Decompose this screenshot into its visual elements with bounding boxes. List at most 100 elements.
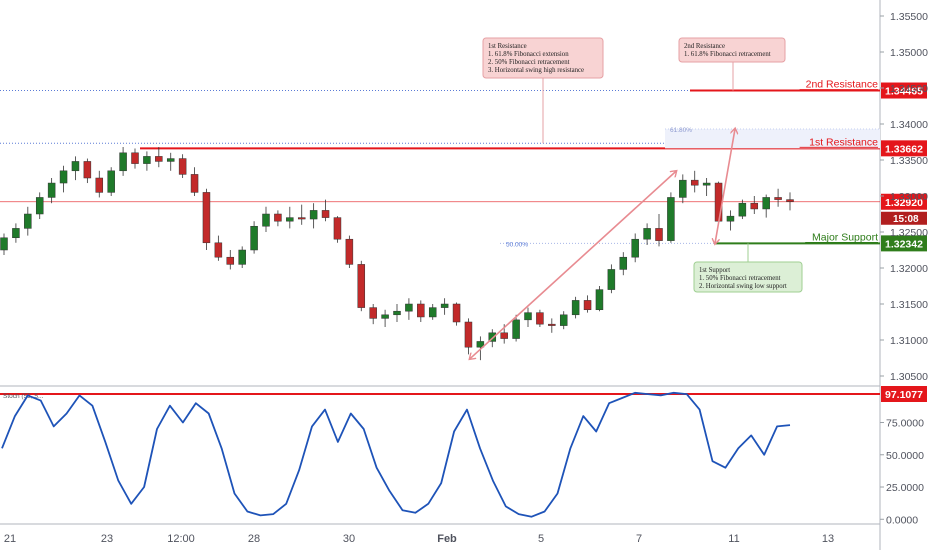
price-tag — [881, 193, 927, 210]
candle-body — [107, 170, 115, 193]
candle-body — [536, 312, 544, 325]
countdown-text: 15:08 — [893, 214, 919, 225]
candle-body — [214, 242, 223, 258]
candle-body — [571, 300, 580, 316]
x-tick-label: 23 — [101, 533, 113, 545]
callout-box — [482, 37, 604, 79]
level-name: Major Support — [812, 231, 878, 243]
candle-body — [155, 156, 163, 162]
candle-body — [226, 256, 235, 265]
y-tick-label: 1.35500 — [890, 11, 928, 23]
candle-body — [178, 158, 187, 175]
y-tick-label: 1.35000 — [890, 47, 928, 59]
y-tick-label: 1.34500 — [890, 83, 928, 95]
fib-label-50: 50.00% — [506, 241, 528, 248]
candle-body — [726, 215, 735, 222]
candle-body — [12, 228, 20, 239]
stochastic-panel: 97.1077 Stoch (55, 5... 75.0000 50.0000 25.0… — [0, 386, 927, 526]
level-name: 2nd Resistance — [806, 79, 879, 91]
x-tick-label: 13 — [822, 533, 834, 545]
candle-body — [750, 202, 759, 210]
candle-body — [274, 213, 282, 222]
callout-line: 1. 61.8% Fibonacci extension — [488, 51, 569, 58]
candle-body — [345, 238, 354, 265]
y-tick-label: 1.31000 — [890, 335, 928, 347]
stoch-name: Stoch (55, 5... — [3, 393, 44, 400]
candle-body — [95, 177, 104, 193]
candle-body — [607, 269, 616, 290]
callout-line: 1. 61.8% Fibonacci retracement — [684, 51, 771, 58]
candle-body — [738, 202, 747, 217]
x-tick-label: 30 — [343, 533, 355, 545]
candle-body — [297, 217, 306, 220]
price-tag-text: 1.32342 — [885, 238, 923, 250]
candle-body — [71, 161, 80, 172]
candle-body — [619, 256, 628, 270]
candle-body — [417, 303, 425, 318]
candle-body — [262, 213, 270, 227]
candle-body — [714, 182, 723, 222]
price-tag — [881, 82, 927, 99]
candle-body — [464, 321, 473, 348]
axes: 1.35500 1.35000 1.34500 1.34000 1.33500 1.330… — [4, 11, 928, 545]
candle-body — [405, 303, 413, 312]
candle-body — [83, 161, 92, 179]
x-tick-label: 7 — [636, 533, 642, 545]
x-tick-label: 5 — [538, 533, 544, 545]
price-tag — [881, 235, 927, 252]
candle-body — [381, 314, 389, 319]
candle-body — [35, 197, 44, 215]
candle-body — [250, 225, 258, 251]
candle-body — [143, 156, 151, 164]
candle-body — [762, 197, 770, 210]
callout-title: 1st Support — [699, 267, 730, 274]
candle-body — [369, 307, 377, 319]
candle-body — [655, 228, 663, 241]
x-tick-label: 21 — [4, 533, 16, 545]
candle-body — [238, 249, 246, 265]
stoch-tick-label: 50.0000 — [886, 450, 924, 462]
x-tick-label: Feb — [437, 533, 457, 545]
y-tick-label: 1.30500 — [890, 371, 928, 383]
stoch-tick-label: 75.0000 — [886, 418, 924, 430]
candle-body — [393, 310, 401, 316]
arrows — [470, 129, 735, 359]
x-tick-label: 12:00 — [167, 533, 195, 545]
candle-body — [643, 228, 651, 240]
price-tag-text: 1.34465 — [885, 86, 923, 98]
price-labels: 2nd Resistance 1.34465 1st Resistance 1.336… — [799, 79, 927, 252]
price-tag-text: 1.33662 — [885, 143, 923, 155]
candle-body — [24, 213, 32, 229]
stoch-level-tag — [881, 386, 927, 402]
x-tick-label: 28 — [248, 533, 260, 545]
y-tick-label: 1.34000 — [890, 119, 928, 131]
candle-body — [631, 238, 639, 258]
candle-body — [548, 323, 556, 326]
candle-body — [47, 182, 56, 198]
callout-line: 3. Horizontal swing high resistance — [488, 67, 584, 74]
candle-body — [595, 289, 604, 311]
price-tag-text: 1.32920 — [885, 197, 923, 209]
callout-title: 2nd Resistance — [684, 43, 725, 50]
candle-body — [166, 158, 175, 162]
callout-title: 1st Resistance — [488, 43, 527, 50]
x-tick-label: 11 — [728, 533, 739, 545]
candle-body — [190, 174, 199, 193]
callout-line: 2. 50% Fibonacci retracement — [488, 59, 570, 66]
candle-body — [440, 303, 449, 308]
y-tick-label: 1.33500 — [890, 155, 928, 167]
candle-body — [786, 199, 794, 203]
level-name: 1st Resistance — [809, 136, 878, 148]
fib-label-61: 61.80% — [670, 127, 692, 134]
callout-line: 1. 50% Fibonacci retracement — [699, 275, 781, 282]
candle-body — [690, 179, 699, 186]
candle-body — [309, 210, 318, 220]
candle-body — [131, 152, 139, 164]
candle-body — [59, 170, 68, 184]
candle-body — [679, 179, 687, 198]
stoch-tick-label: 0.0000 — [886, 514, 918, 526]
candle-body — [667, 197, 675, 241]
